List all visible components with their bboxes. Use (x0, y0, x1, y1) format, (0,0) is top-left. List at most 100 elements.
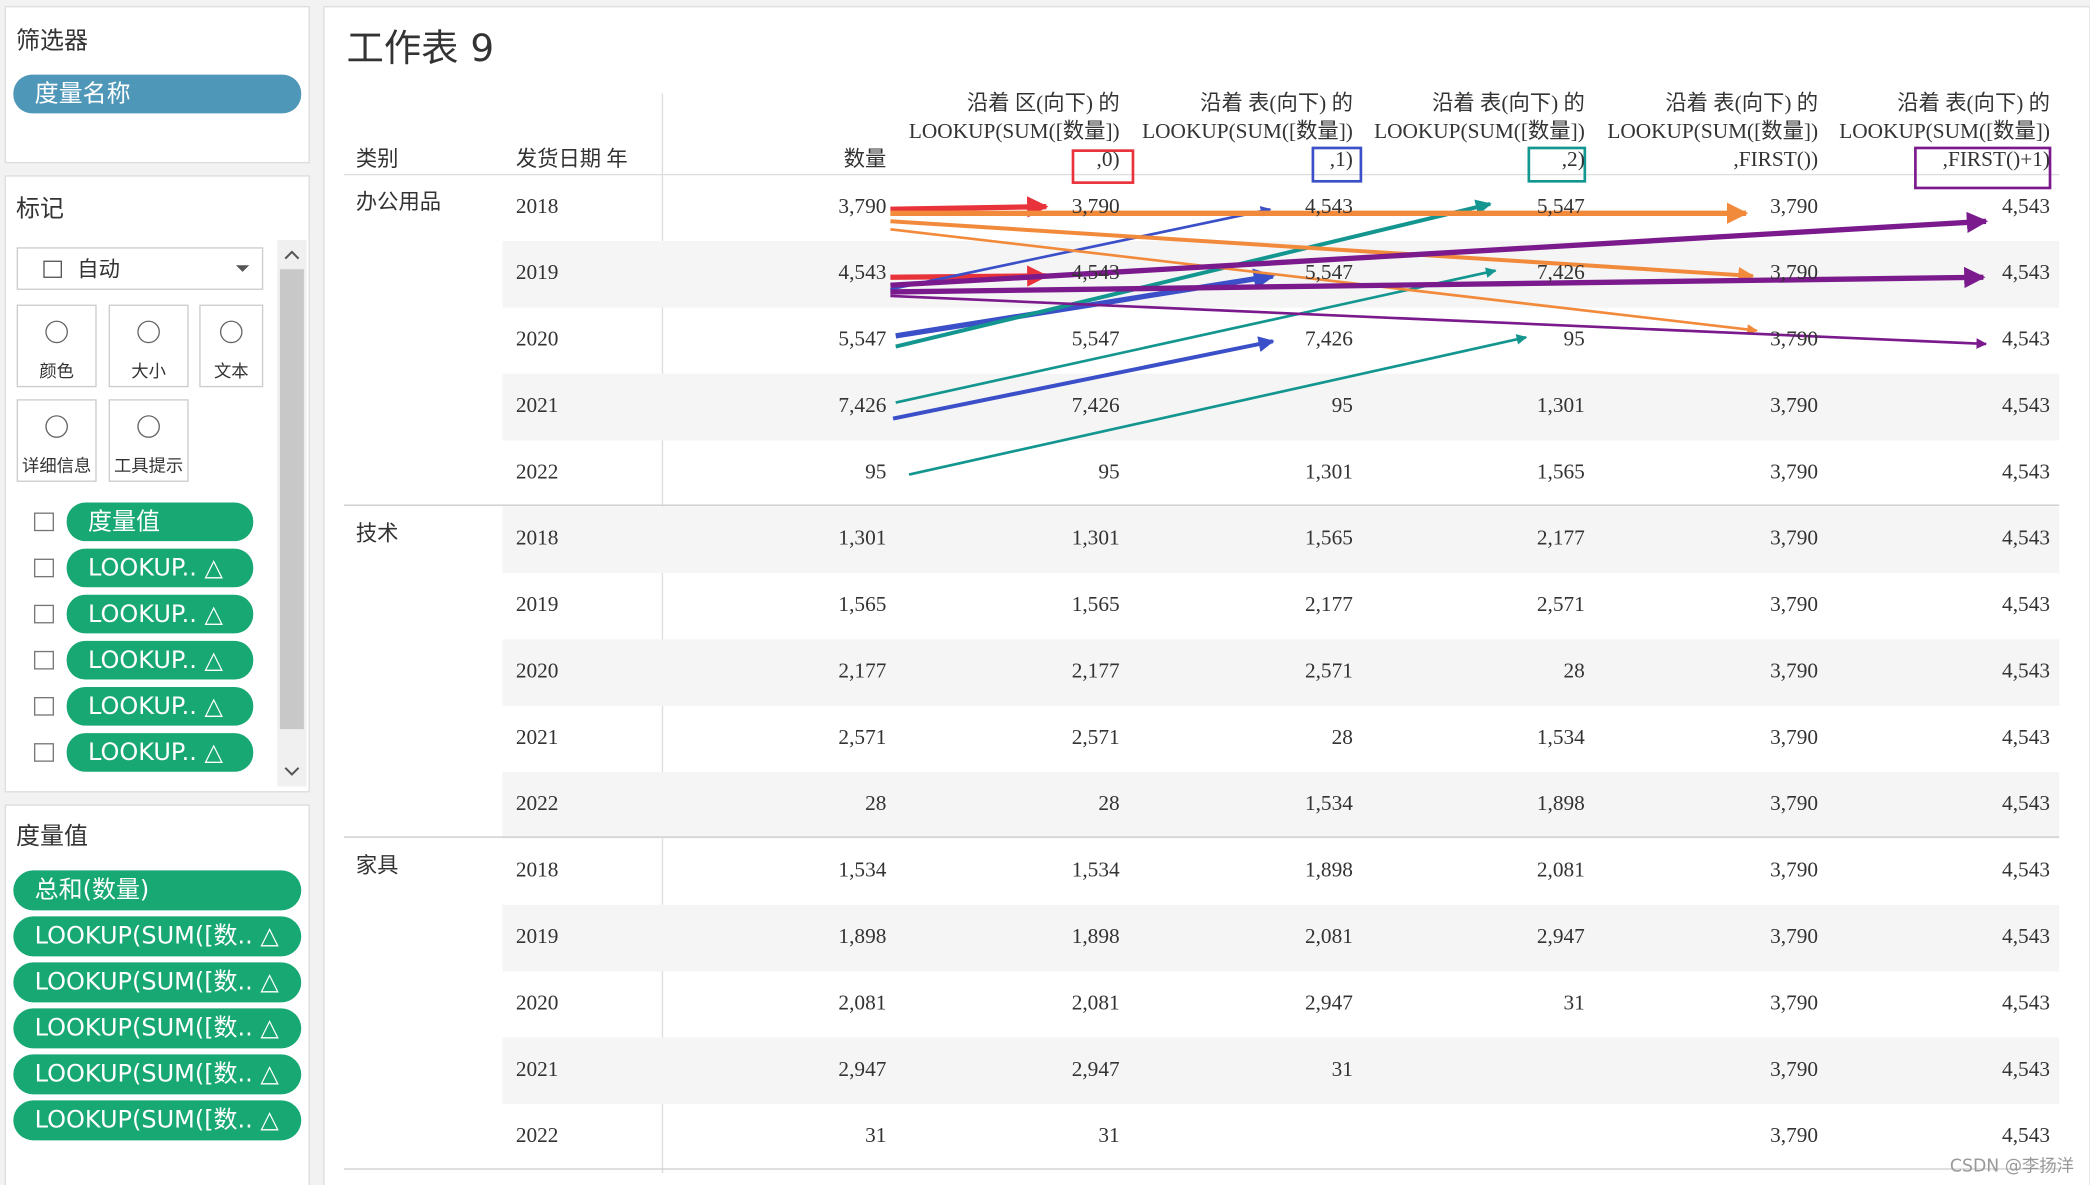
year-label: 2020 (516, 658, 559, 682)
column-header: ,0) (1097, 147, 1120, 171)
column-header: ,1) (1330, 147, 1353, 171)
mark-button[interactable] (16, 304, 97, 388)
year-label: 2018 (516, 194, 559, 218)
cell: 2,177 (1305, 592, 1353, 616)
cell: 4,543 (2002, 725, 2050, 749)
arrow (892, 336, 1275, 421)
mark-pill-label: LOOKUP.. △ (88, 554, 224, 582)
mark-button-icon (137, 320, 160, 344)
filter-pill[interactable] (13, 74, 302, 114)
cell: 1,565 (1305, 526, 1353, 550)
row-band (502, 639, 2060, 706)
cell: 2,081 (838, 990, 886, 1014)
cell: 3,790 (1770, 327, 1818, 351)
cell: 1,301 (838, 526, 886, 550)
measure-pill[interactable] (13, 1100, 302, 1141)
arrow (890, 211, 1989, 288)
cell: 1,534 (1537, 725, 1585, 749)
mark-button-label: 颜色 (39, 362, 74, 382)
mark-pill[interactable] (66, 733, 254, 772)
cell: 3,790 (1770, 791, 1818, 815)
column-header: 沿着 表(向下) 的 (1897, 91, 2050, 115)
mark-button-icon (45, 320, 68, 344)
mark-button-icon (137, 415, 160, 438)
mark-button[interactable] (108, 304, 189, 388)
year-label: 2019 (516, 924, 559, 948)
arrow (908, 334, 1528, 476)
cell: 2,571 (838, 725, 886, 749)
cell: 5,547 (838, 327, 886, 351)
measure-pill[interactable] (13, 870, 302, 911)
cell: 3,790 (1770, 858, 1818, 882)
row-band (502, 904, 2060, 972)
cell: 3,790 (838, 194, 886, 218)
measure-pill[interactable] (13, 1008, 302, 1049)
header-boxes (1071, 146, 2052, 190)
cell: 4,543 (2002, 459, 2050, 483)
arrow (890, 219, 1755, 284)
cell: 4,543 (1072, 260, 1120, 284)
cell: 4,543 (2002, 194, 2050, 218)
mark-type-dropdown[interactable] (16, 247, 264, 290)
column-header: 沿着 区(向下) 的 (967, 91, 1120, 115)
mark-button[interactable] (199, 304, 264, 388)
year-label: 2020 (516, 327, 559, 351)
cell: 3,790 (1770, 260, 1818, 284)
column-header: LOOKUP(SUM([数量]) (1374, 119, 1585, 143)
measure-pill[interactable] (13, 1054, 302, 1095)
cell: 31 (865, 1123, 886, 1147)
arrow (890, 266, 1986, 295)
category-label: 技术 (356, 522, 399, 546)
cell: 3,790 (1770, 725, 1818, 749)
mark-pill[interactable] (66, 640, 254, 680)
measure-pill-label: LOOKUP(SUM([数.. △ (35, 967, 280, 995)
mark-pill[interactable] (66, 687, 254, 726)
arrow (890, 294, 1988, 349)
cell: 3,790 (1770, 658, 1818, 682)
measure-pill[interactable] (13, 962, 302, 1003)
cell: 4,543 (2002, 858, 2050, 882)
dropdown-label: 自动 (77, 258, 120, 283)
year-label: 2019 (516, 260, 559, 284)
measure-pill[interactable] (13, 916, 302, 957)
cell: 7,426 (1072, 393, 1120, 417)
cell: 2,177 (1537, 526, 1585, 550)
scroll-thumb[interactable] (279, 269, 304, 730)
cell: 2,081 (1072, 990, 1120, 1014)
year-label: 2018 (516, 526, 559, 550)
mark-button-icon (219, 320, 243, 344)
column-header: LOOKUP(SUM([数量]) (1607, 119, 1818, 143)
cell: 1,534 (1305, 791, 1353, 815)
watermark: CSDN @李扬洋 (1950, 1156, 2074, 1176)
cell: 31 (1098, 1123, 1119, 1147)
mark-button[interactable] (108, 399, 189, 482)
cell: 2,571 (1537, 592, 1585, 616)
row-header: 发货日期 年 (516, 147, 628, 171)
mark-pill[interactable] (66, 594, 254, 634)
worksheet-panel (323, 6, 2090, 1185)
year-label: 2018 (516, 858, 559, 882)
column-header: 沿着 表(向下) 的 (1665, 91, 1818, 115)
arrow (895, 199, 1492, 349)
mark-button[interactable] (16, 399, 97, 482)
year-label: 2022 (516, 459, 559, 483)
cell: 28 (1564, 658, 1585, 682)
column-header: ,FIRST()+1) (1943, 147, 2050, 171)
cell: 1,565 (838, 592, 886, 616)
dropdown-arrow (235, 265, 250, 272)
cell: 3,790 (1770, 194, 1818, 218)
cell: 4,543 (2002, 526, 2050, 550)
cell: 3,790 (1770, 924, 1818, 948)
mark-pill[interactable] (66, 502, 254, 542)
highlight-box (1071, 149, 1135, 184)
cell: 3,790 (1770, 990, 1818, 1014)
cell: 4,543 (1305, 194, 1353, 218)
measure-pill-label: LOOKUP(SUM([数.. △ (35, 1105, 280, 1133)
cell: 95 (1332, 393, 1353, 417)
mark-pill[interactable] (66, 548, 254, 588)
column-header: ,2) (1562, 147, 1585, 171)
year-label: 2021 (516, 725, 559, 749)
mark-pill-label: 度量值 (88, 508, 160, 536)
cell: 4,543 (2002, 260, 2050, 284)
category-label: 家具 (356, 854, 399, 878)
